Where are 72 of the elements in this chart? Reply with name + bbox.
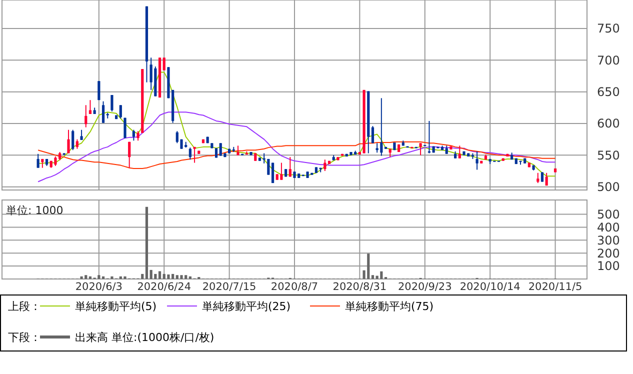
candlestick	[188, 147, 192, 160]
y-tick-label: 300	[597, 233, 620, 248]
bar	[180, 275, 183, 279]
x-tick-label: 2020/11/5	[528, 281, 582, 293]
y-tick-label: 100	[597, 259, 620, 274]
line-series	[38, 141, 556, 169]
y-tick-label: 750	[597, 22, 620, 36]
candlestick	[110, 94, 114, 112]
bar	[154, 274, 157, 279]
y-tick-label: 550	[597, 148, 620, 162]
bar	[371, 275, 374, 279]
bar	[145, 206, 148, 279]
x-tick-label: 2020/8/31	[332, 281, 387, 293]
candlestick	[67, 129, 70, 154]
candlestick	[193, 146, 196, 164]
legend-title: 下段：	[8, 330, 41, 344]
candlestick	[72, 129, 74, 151]
candlestick	[84, 104, 88, 128]
line-series	[38, 112, 556, 182]
candlestick	[324, 159, 326, 172]
candlestick	[371, 126, 374, 144]
y-tick-label: 700	[597, 53, 620, 68]
bar	[124, 276, 126, 279]
legend-label: 単純移動平均(5)	[75, 300, 157, 313]
candlestick	[476, 150, 478, 170]
y-tick-label: 600	[597, 116, 620, 131]
y-tick-label: 500	[597, 180, 620, 194]
candlestick	[119, 104, 122, 119]
x-tick-label: 2020/9/23	[398, 281, 452, 293]
candlestick	[419, 142, 422, 156]
bar	[102, 276, 105, 279]
y-tick-label: 200	[597, 246, 620, 260]
candlestick	[458, 145, 461, 159]
bar	[158, 271, 162, 279]
candlestick	[376, 142, 378, 154]
candlestick	[76, 138, 78, 150]
bar	[88, 276, 92, 279]
candlestick	[36, 153, 40, 168]
candlestick	[102, 100, 105, 124]
candlestick	[136, 130, 140, 142]
candlestick	[98, 80, 100, 101]
x-tick-label: 2020/7/15	[202, 281, 256, 293]
bar	[167, 274, 170, 279]
annotation: 単位: 1000	[6, 204, 64, 217]
candlestick	[88, 100, 92, 114]
x-tick-label: 2020/6/24	[137, 281, 192, 293]
bar	[110, 276, 114, 279]
candlestick	[54, 156, 57, 166]
bar	[380, 271, 383, 279]
candlestick	[132, 129, 135, 142]
bar	[80, 276, 83, 279]
candlestick	[380, 98, 383, 156]
candlestick	[128, 141, 131, 168]
candlestick	[536, 172, 540, 184]
candlestick	[267, 158, 270, 176]
bar	[98, 275, 100, 279]
candlestick	[162, 57, 166, 71]
legend-label: 単純移動平均(25)	[202, 300, 291, 313]
y-tick-label: 400	[597, 220, 620, 234]
x-tick-label: 2020/8/7	[270, 281, 318, 293]
y-tick-label: 500	[597, 207, 620, 222]
candlestick	[80, 129, 83, 140]
x-tick-label: 2020/6/3	[75, 281, 123, 293]
legend-title: 上段：	[8, 300, 41, 313]
candlestick	[545, 172, 548, 186]
legend-label: 単純移動平均(75)	[345, 300, 434, 313]
x-tick-label: 2020/10/14	[460, 281, 521, 293]
legend-label: 出来高 単位:(1000株/口/枚)	[75, 330, 214, 344]
candlestick	[280, 162, 283, 180]
bar	[150, 270, 152, 279]
candlestick	[288, 156, 292, 178]
y-tick-label: 650	[597, 85, 620, 100]
